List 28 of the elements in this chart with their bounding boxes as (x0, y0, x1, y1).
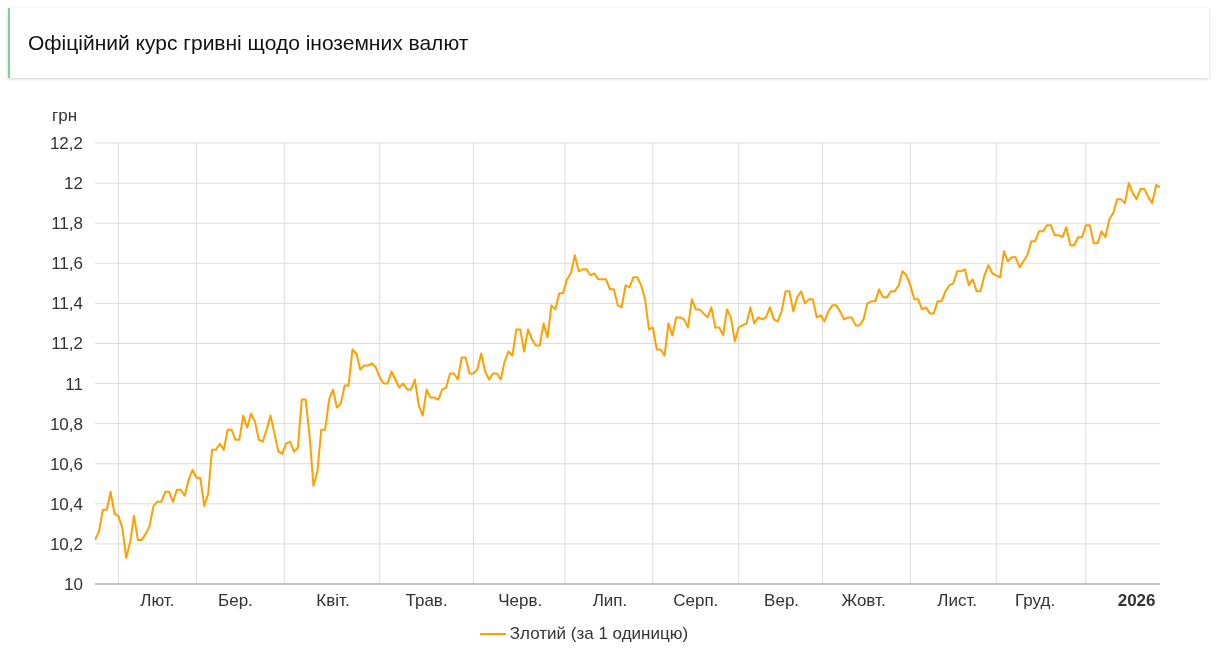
x-tick-label: Вер. (764, 591, 800, 610)
x-tick-label: Трав. (405, 591, 448, 610)
x-tick-label: Лип. (592, 591, 628, 610)
x-tick-label: Квіт. (316, 591, 350, 610)
y-tick-label: 11 (65, 374, 83, 394)
x-tick-label: Черв. (498, 591, 543, 610)
y-axis-title: грн (52, 106, 78, 126)
line-series (95, 182, 1160, 559)
chart-title: Офіційний курс гривні щодо іноземних валют (28, 31, 469, 55)
y-tick-label: 10 (64, 575, 83, 595)
y-tick-label: 10,8 (49, 414, 83, 434)
y-tick-label: 12 (64, 174, 83, 194)
y-tick-label: 10,6 (49, 454, 83, 474)
y-tick-label: 12,2 (49, 134, 83, 154)
y-tick-label: 11,4 (51, 294, 83, 314)
x-tick-label: Груд. (1015, 591, 1056, 610)
x-tick-label: Бер. (218, 591, 253, 610)
y-tick-label: 11,6 (51, 254, 83, 274)
y-tick-label: 10,4 (49, 494, 83, 514)
x-tick-label: Жовт. (841, 591, 886, 610)
y-tick-label: 11,2 (51, 334, 83, 354)
y-tick-label: 11,8 (51, 214, 83, 234)
x-tick-label: Лют. (140, 591, 175, 610)
x-tick-label: 2026 (1117, 591, 1156, 610)
x-tick-label: Лист. (937, 591, 978, 610)
legend-label: Злотий (за 1 одиницю) (508, 624, 689, 644)
y-tick-label: 10,2 (49, 534, 83, 554)
x-tick-label: Серп. (673, 591, 719, 610)
